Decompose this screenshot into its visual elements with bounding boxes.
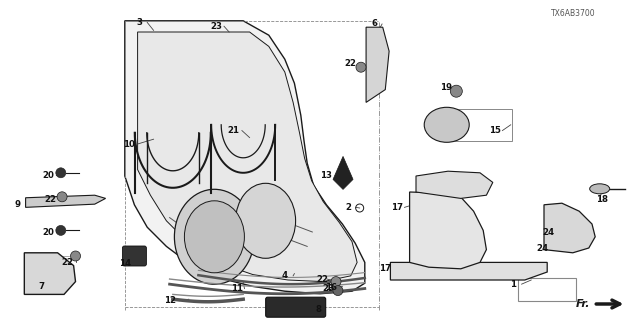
Circle shape xyxy=(56,168,66,178)
Text: 16: 16 xyxy=(326,284,337,292)
Circle shape xyxy=(333,285,343,296)
Text: 22: 22 xyxy=(61,258,73,267)
Bar xyxy=(518,278,576,301)
Text: 13: 13 xyxy=(321,171,332,180)
Text: 3: 3 xyxy=(136,18,143,27)
Ellipse shape xyxy=(424,107,469,142)
Circle shape xyxy=(56,225,66,236)
Ellipse shape xyxy=(236,183,296,258)
Text: 10: 10 xyxy=(124,140,135,149)
Text: 18: 18 xyxy=(596,195,607,204)
Text: 4: 4 xyxy=(282,271,288,280)
Polygon shape xyxy=(333,156,353,189)
Text: 24: 24 xyxy=(536,244,548,253)
Polygon shape xyxy=(410,192,486,269)
Text: 8: 8 xyxy=(316,305,322,314)
Text: TX6AB3700: TX6AB3700 xyxy=(550,9,595,18)
Polygon shape xyxy=(390,262,547,280)
Text: 23: 23 xyxy=(211,22,222,31)
Polygon shape xyxy=(24,253,76,294)
Circle shape xyxy=(331,276,341,287)
Circle shape xyxy=(57,192,67,202)
Polygon shape xyxy=(125,21,365,294)
Text: 23: 23 xyxy=(323,284,334,293)
Text: 14: 14 xyxy=(119,259,131,268)
Text: 22: 22 xyxy=(316,275,328,284)
Text: 2: 2 xyxy=(346,203,352,212)
Text: 11: 11 xyxy=(231,284,243,293)
Text: 24: 24 xyxy=(543,228,554,237)
Circle shape xyxy=(451,85,462,97)
Text: Fr.: Fr. xyxy=(576,299,591,309)
Text: 1: 1 xyxy=(510,280,516,289)
Text: 22: 22 xyxy=(44,195,56,204)
Text: 17: 17 xyxy=(391,203,403,212)
Circle shape xyxy=(356,62,366,72)
Bar xyxy=(445,109,512,141)
Text: 7: 7 xyxy=(38,282,45,291)
Text: 19: 19 xyxy=(440,83,452,92)
Ellipse shape xyxy=(174,189,255,284)
Polygon shape xyxy=(26,195,106,207)
Text: 22: 22 xyxy=(344,59,356,68)
Text: 20: 20 xyxy=(42,171,54,180)
Circle shape xyxy=(70,251,81,261)
Ellipse shape xyxy=(184,201,244,273)
FancyBboxPatch shape xyxy=(266,297,326,317)
FancyBboxPatch shape xyxy=(122,246,147,266)
Text: 6: 6 xyxy=(371,19,378,28)
Polygon shape xyxy=(366,27,389,102)
Polygon shape xyxy=(138,32,357,282)
Ellipse shape xyxy=(589,184,610,194)
Text: 15: 15 xyxy=(489,126,500,135)
Text: 17: 17 xyxy=(379,264,390,273)
Text: 9: 9 xyxy=(14,200,20,209)
Text: 12: 12 xyxy=(164,296,175,305)
Polygon shape xyxy=(544,203,595,253)
Text: 20: 20 xyxy=(42,228,54,237)
Text: 21: 21 xyxy=(228,126,239,135)
Polygon shape xyxy=(416,171,493,198)
